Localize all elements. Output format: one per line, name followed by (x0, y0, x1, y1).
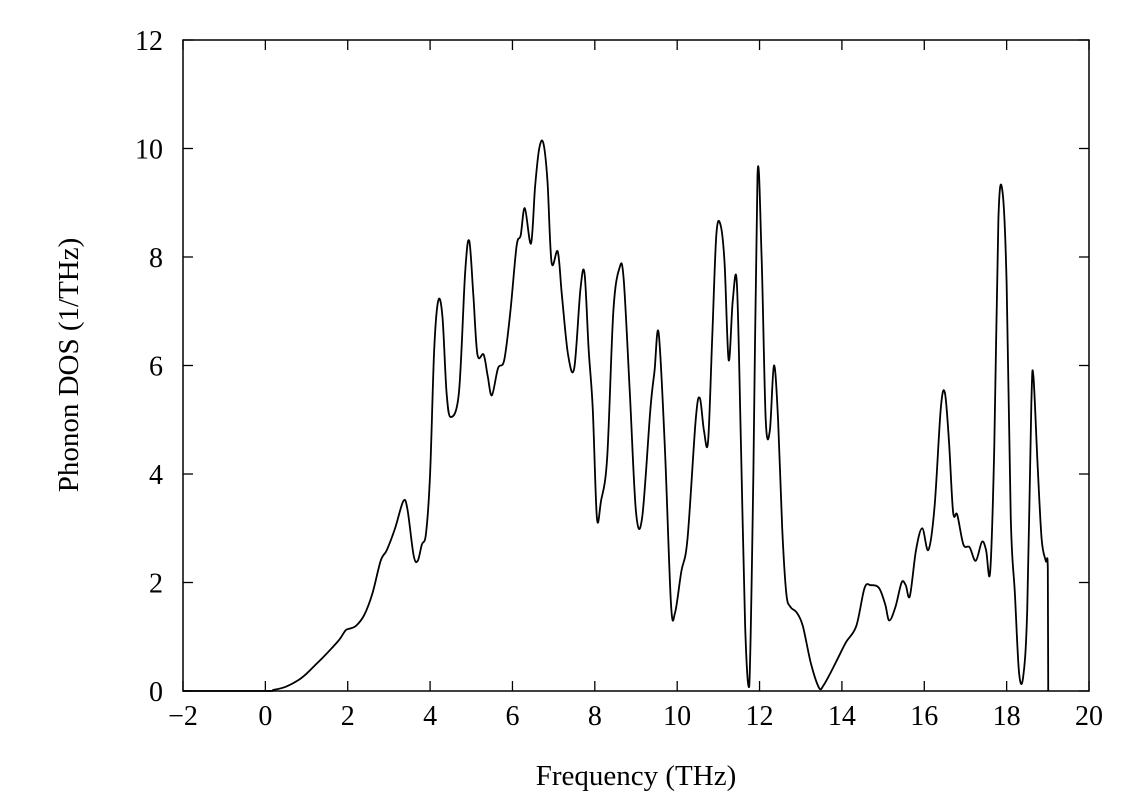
y-tick-label: 12 (135, 26, 163, 57)
y-tick-label: 8 (149, 243, 163, 274)
dos-series-line (183, 139, 1050, 692)
x-tick-label: 4 (423, 701, 437, 732)
y-tick-label: 0 (149, 677, 163, 708)
y-tick-label: 4 (149, 460, 163, 491)
y-tick-label: 2 (149, 569, 163, 600)
y-axis-label: Phonon DOS (1/THz) (53, 238, 85, 493)
y-tick-label: 6 (149, 352, 163, 383)
x-tick-label: 16 (910, 701, 938, 732)
x-tick-label: 20 (1075, 701, 1103, 732)
x-tick-label: 14 (828, 701, 856, 732)
x-tick-label: 18 (993, 701, 1021, 732)
x-tick-label: 6 (505, 701, 519, 732)
x-tick-label: 12 (746, 701, 774, 732)
x-axis-label: Frequency (THz) (536, 760, 737, 792)
x-tick-label: −2 (168, 701, 198, 732)
x-tick-label: 0 (258, 701, 272, 732)
y-tick-label: 10 (135, 135, 163, 166)
x-tick-label: 10 (663, 701, 691, 732)
x-tick-label: 2 (341, 701, 355, 732)
x-tick-label: 8 (588, 701, 602, 732)
plot-frame (182, 39, 1090, 692)
